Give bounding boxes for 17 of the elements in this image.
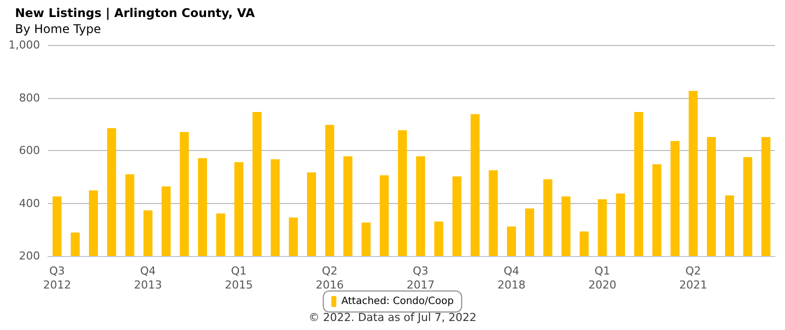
x-tick-label: Q1 2015 bbox=[224, 264, 253, 292]
y-tick-label: 800 bbox=[19, 91, 40, 104]
y-tick-label: 200 bbox=[19, 250, 40, 262]
x-tick-label: Q3 2012 bbox=[43, 264, 72, 292]
y-tick-label: 400 bbox=[19, 196, 40, 210]
x-tick-label: Q3 2017 bbox=[406, 264, 435, 292]
x-tick-label: Q4 2013 bbox=[134, 264, 162, 292]
y-tick-label: 1,000 bbox=[8, 38, 40, 52]
y-tick-label: 600 bbox=[19, 144, 40, 157]
x-tick-label: Q4 2018 bbox=[497, 264, 526, 292]
x-tick-label: Q1 2020 bbox=[588, 264, 616, 292]
chart-title: New Listings | Arlington County, VA bbox=[15, 6, 256, 20]
chart-subtitle: By Home Type bbox=[15, 22, 101, 36]
text: © 2022. Data as of Jul 7, 2022 bbox=[308, 311, 477, 324]
legend-label: Attached: Condo/Coop bbox=[341, 296, 454, 307]
x-tick-label: Q2 2021 bbox=[679, 264, 708, 292]
x-tick-label: Q2 2016 bbox=[316, 264, 344, 292]
